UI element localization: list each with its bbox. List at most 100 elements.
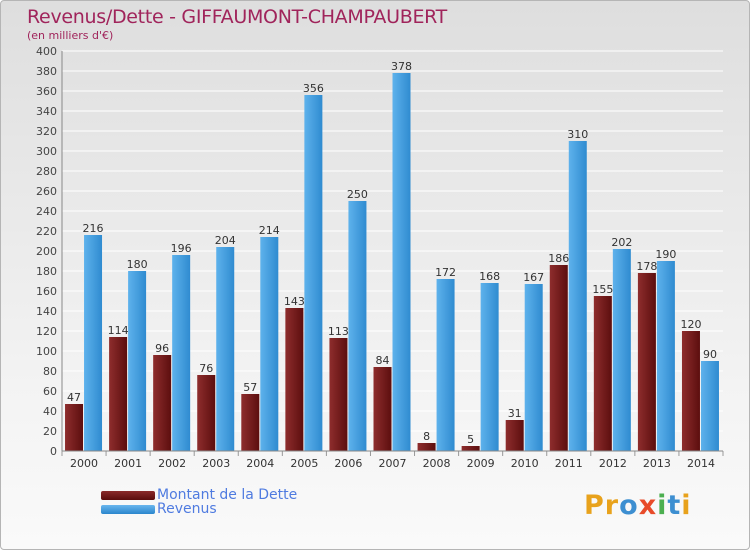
x-tick-label: 2013 xyxy=(643,457,671,470)
bar-revenus xyxy=(348,201,367,451)
y-tick-label: 300 xyxy=(36,145,57,158)
data-label: 31 xyxy=(508,407,522,420)
x-tick-label: 2004 xyxy=(246,457,274,470)
x-tick-label: 2003 xyxy=(202,457,230,470)
x-tick-label: 2012 xyxy=(599,457,627,470)
bar-revenus xyxy=(392,73,411,451)
data-label: 76 xyxy=(199,362,213,375)
data-label: 190 xyxy=(655,248,676,261)
logo-letter: P xyxy=(584,490,605,521)
y-tick-label: 0 xyxy=(50,445,57,458)
x-tick-label: 2000 xyxy=(70,457,98,470)
bar-dette xyxy=(461,446,480,451)
bar-dette xyxy=(549,265,568,451)
y-tick-label: 60 xyxy=(43,385,57,398)
bar-dette xyxy=(197,375,216,451)
y-tick-label: 240 xyxy=(36,205,57,218)
logo-letter: i xyxy=(681,490,692,521)
data-label: 57 xyxy=(243,381,257,394)
data-label: 202 xyxy=(611,236,632,249)
data-label: 196 xyxy=(171,242,192,255)
logo-letter: r xyxy=(604,490,620,521)
proxiti-logo: Proxiti xyxy=(584,490,692,521)
data-label: 168 xyxy=(479,270,500,283)
bar-revenus xyxy=(568,141,587,451)
data-label: 356 xyxy=(303,82,324,95)
logo-letter: i xyxy=(657,490,668,521)
data-label: 216 xyxy=(83,222,104,235)
data-label: 155 xyxy=(592,283,613,296)
chart-subtitle: (en milliers d'€) xyxy=(27,29,114,42)
x-tick-label: 2014 xyxy=(687,457,715,470)
y-tick-label: 220 xyxy=(36,225,57,238)
bar-dette xyxy=(329,338,348,451)
data-label: 90 xyxy=(703,348,717,361)
x-tick-label: 2005 xyxy=(290,457,318,470)
y-tick-label: 400 xyxy=(36,45,57,58)
data-label: 96 xyxy=(155,342,169,355)
x-tick-label: 2002 xyxy=(158,457,186,470)
bar-revenus xyxy=(128,271,147,451)
data-label: 84 xyxy=(376,354,390,367)
x-tick-label: 2008 xyxy=(423,457,451,470)
y-tick-label: 340 xyxy=(36,105,57,118)
bar-revenus xyxy=(216,247,235,451)
legend-label-dette: Montant de la Dette xyxy=(157,487,298,503)
data-label: 120 xyxy=(680,318,701,331)
bar-dette xyxy=(109,337,128,451)
bar-dette xyxy=(417,443,436,451)
data-label: 172 xyxy=(435,266,456,279)
bar-dette xyxy=(153,355,172,451)
data-label: 8 xyxy=(423,430,430,443)
y-tick-label: 380 xyxy=(36,65,57,78)
y-tick-label: 160 xyxy=(36,285,57,298)
bar-dette xyxy=(65,404,84,451)
y-tick-label: 20 xyxy=(43,425,57,438)
bar-revenus xyxy=(656,261,675,451)
logo-letter: o xyxy=(619,490,639,521)
data-label: 143 xyxy=(284,295,305,308)
bar-revenus xyxy=(260,237,279,451)
bar-revenus xyxy=(700,361,719,451)
y-tick-label: 360 xyxy=(36,85,57,98)
x-tick-label: 2006 xyxy=(334,457,362,470)
y-tick-label: 40 xyxy=(43,405,57,418)
y-tick-label: 320 xyxy=(36,125,57,138)
data-label: 214 xyxy=(259,224,280,237)
logo-letter: t xyxy=(667,490,682,521)
x-tick-label: 2010 xyxy=(511,457,539,470)
legend-label-revenus: Revenus xyxy=(157,501,217,517)
bar-revenus xyxy=(172,255,191,451)
bar-dette xyxy=(593,296,612,451)
data-label: 5 xyxy=(467,433,474,446)
y-tick-label: 180 xyxy=(36,265,57,278)
bar-dette xyxy=(241,394,260,451)
bar-revenus xyxy=(524,284,543,451)
data-label: 47 xyxy=(67,391,81,404)
data-label: 114 xyxy=(108,324,129,337)
bar-dette xyxy=(637,273,656,451)
y-tick-label: 200 xyxy=(36,245,57,258)
x-tick-label: 2001 xyxy=(114,457,142,470)
x-tick-label: 2009 xyxy=(467,457,495,470)
data-label: 113 xyxy=(328,325,349,338)
bar-revenus xyxy=(612,249,631,451)
data-label: 167 xyxy=(523,271,544,284)
data-label: 250 xyxy=(347,188,368,201)
y-tick-label: 120 xyxy=(36,325,57,338)
chart-title: Revenus/Dette - GIFFAUMONT-CHAMPAUBERT xyxy=(27,6,447,28)
logo-letter: x xyxy=(638,490,658,521)
y-tick-label: 100 xyxy=(36,345,57,358)
x-tick-label: 2011 xyxy=(555,457,583,470)
data-label: 310 xyxy=(567,128,588,141)
data-label: 180 xyxy=(127,258,148,271)
bar-revenus xyxy=(436,279,455,451)
bar-revenus xyxy=(84,235,103,451)
bar-revenus xyxy=(480,283,499,451)
x-tick-label: 2007 xyxy=(379,457,407,470)
data-label: 204 xyxy=(215,234,236,247)
data-label: 178 xyxy=(636,260,657,273)
bar-dette xyxy=(505,420,524,451)
